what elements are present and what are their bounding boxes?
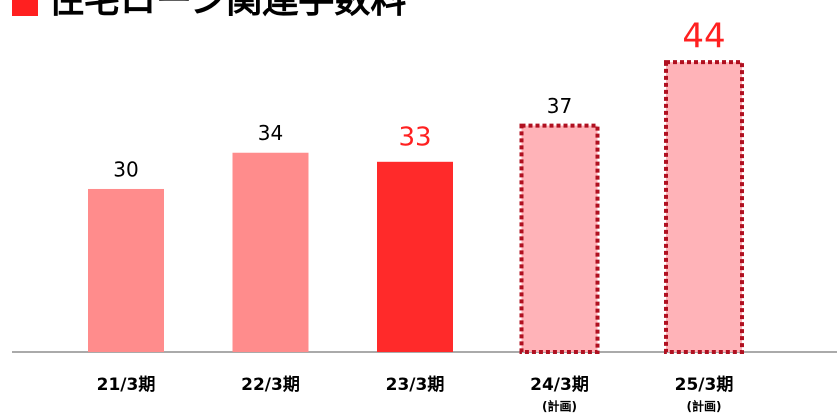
value-label: 34 (258, 121, 283, 145)
x-tick-sublabel: (計画) (687, 399, 722, 414)
x-tick-label: 24/3期 (530, 375, 589, 395)
title-marker (12, 0, 38, 16)
bar (519, 123, 600, 354)
value-label: 33 (398, 122, 431, 152)
x-tick-sublabel: (計画) (542, 399, 577, 414)
x-tick-label: 21/3期 (97, 375, 156, 395)
value-label: 44 (682, 17, 725, 57)
x-tick-label: 25/3期 (675, 375, 734, 395)
value-label: 37 (547, 94, 572, 118)
x-tick-label: 22/3期 (241, 375, 300, 395)
bar (232, 152, 309, 352)
bar (664, 60, 744, 355)
x-tick-label: 23/3期 (386, 375, 445, 395)
bar (88, 188, 164, 352)
value-label: 30 (113, 157, 138, 181)
chart-title: 住宅ローン関連手数料 (48, 0, 406, 21)
bar (377, 161, 453, 352)
